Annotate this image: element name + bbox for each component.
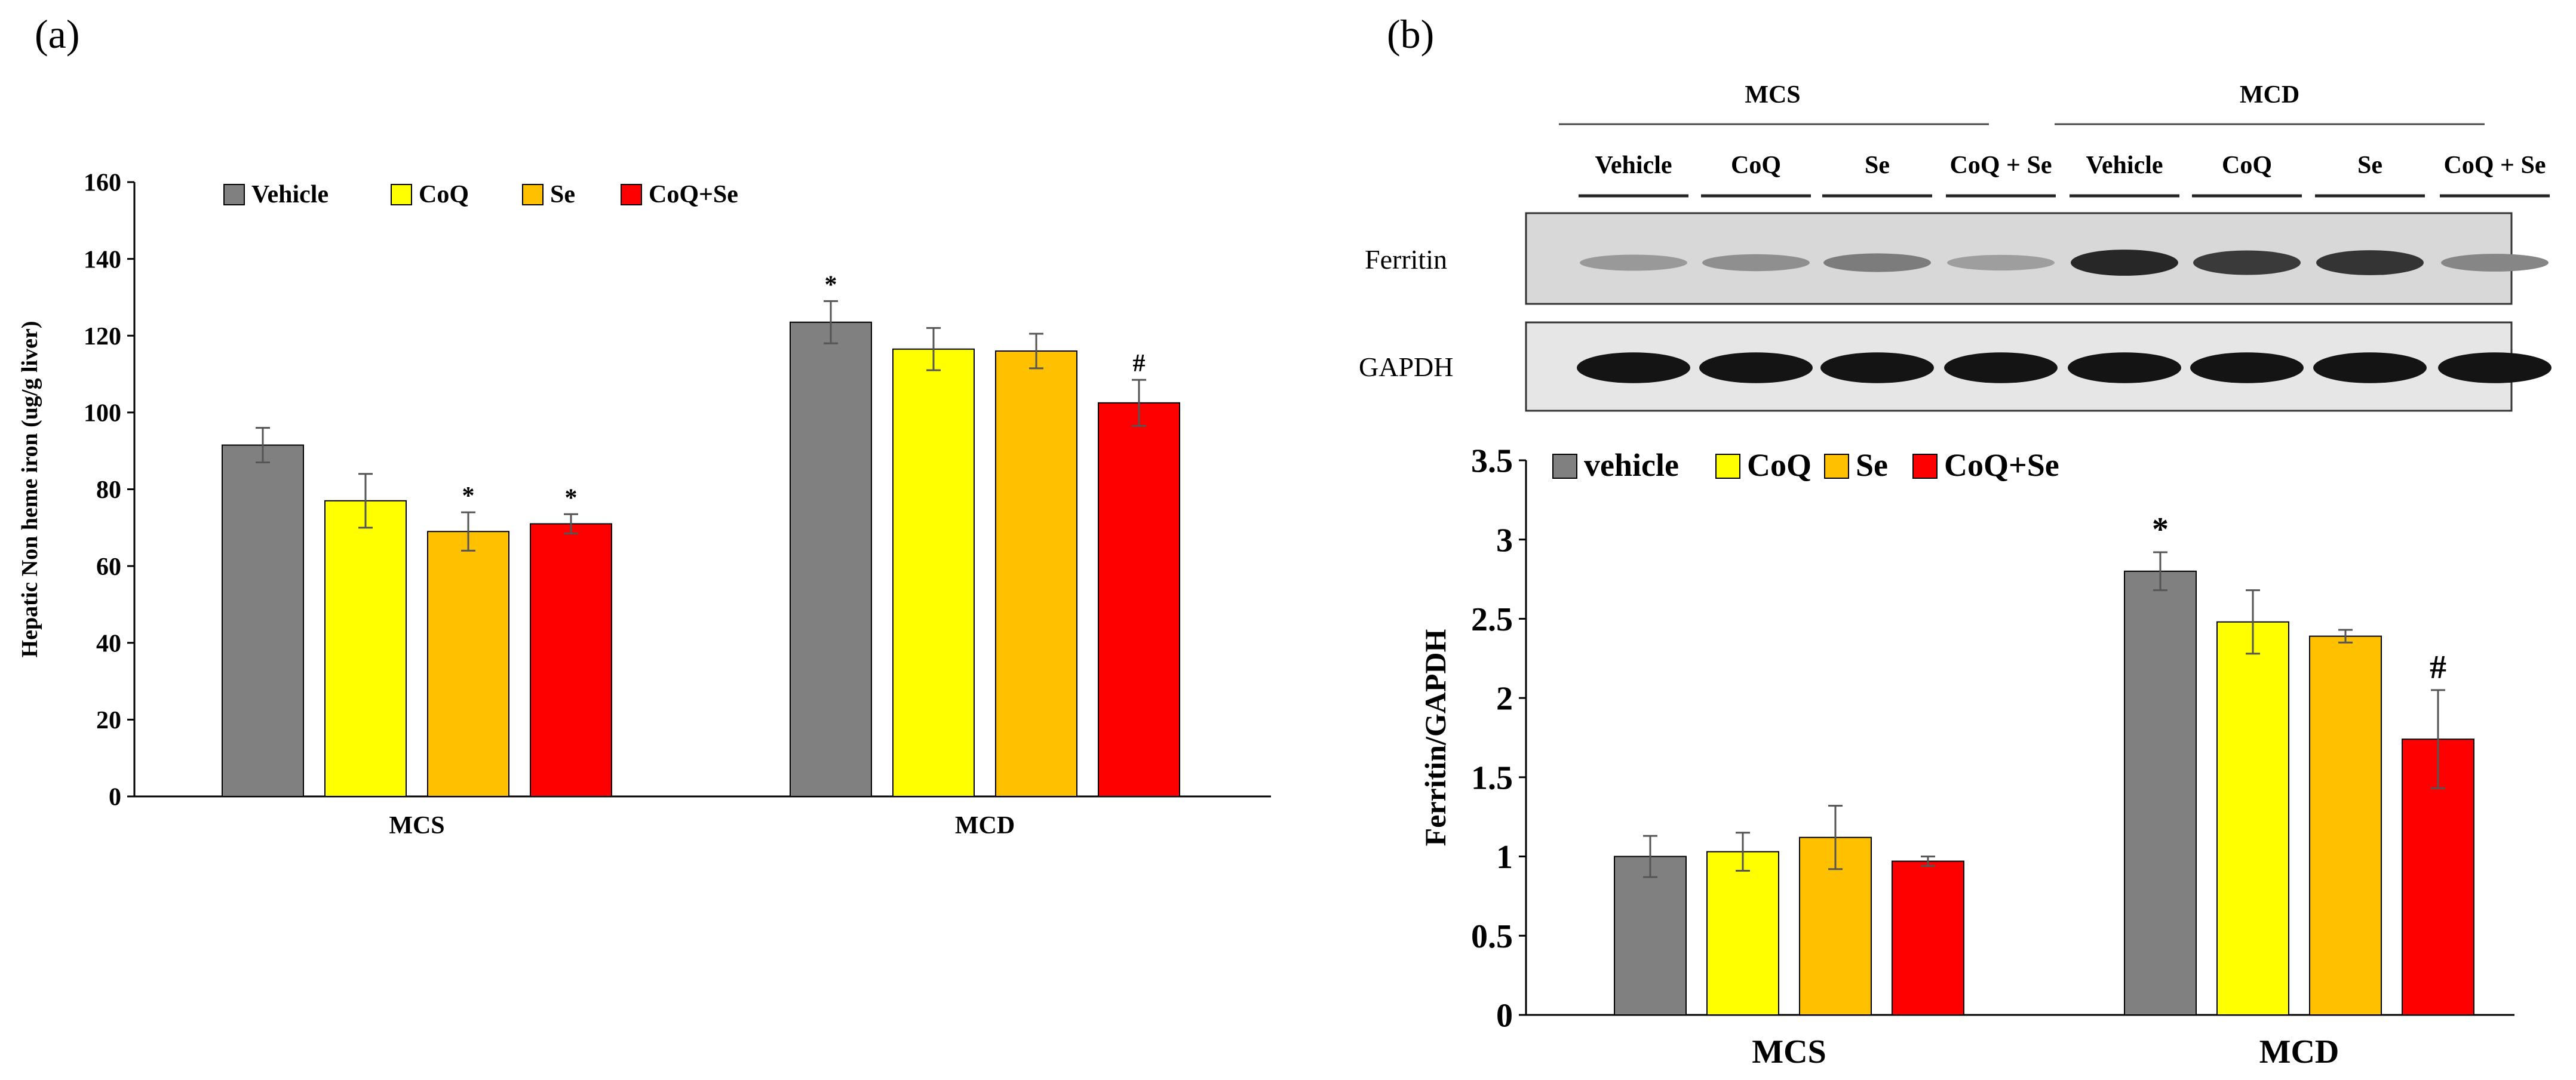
- bar-mcs-coq: [1706, 851, 1779, 1016]
- y-tick-label: 3.5: [1471, 443, 1513, 480]
- chart-b: 0 0.5 1 1.5 2 2.5 3 3.5 Ferritin/GAPDH MCS * # MCD ve…: [1419, 443, 2514, 1070]
- gapdh-band: [2313, 352, 2427, 383]
- western-blot: MCS MCD Vehicle CoQ Se CoQ + Se Vehicle CoQ Se…: [1359, 81, 2552, 412]
- legend-label-se: Se: [550, 181, 575, 208]
- panel-b-label: (b): [1387, 11, 1434, 57]
- legend-swatch: [1912, 454, 1938, 479]
- blot-lane-labels: Vehicle CoQ Se CoQ + Se Vehicle CoQ Se CoQ + Se: [1595, 152, 2546, 179]
- blot-lane-label: Vehicle: [2086, 152, 2163, 179]
- y-tick-label: 100: [84, 400, 121, 427]
- bar-mcd-coq-se: [1098, 402, 1180, 797]
- legend-label-coq: CoQ: [419, 181, 469, 208]
- ferritin-band: [2071, 250, 2178, 276]
- blot-lane-label: Vehicle: [1595, 152, 1672, 179]
- ferritin-band: [2193, 250, 2301, 275]
- blot-group-label-mcs: MCS: [1745, 81, 1800, 109]
- x-category-label-mcd: MCD: [2259, 1033, 2339, 1070]
- ferritin-band: [1580, 254, 1687, 271]
- bar-mcs-coq-se: [530, 523, 612, 797]
- ferritin-band: [1702, 254, 1810, 272]
- significance-marker: *: [462, 482, 475, 510]
- y-tick-label: 20: [96, 707, 121, 734]
- blot-lane-label: CoQ: [2222, 152, 2272, 179]
- legend-label-se: Se: [1856, 447, 1888, 483]
- legend-swatch: [1715, 454, 1740, 479]
- legend-label-vehicle: vehicle: [1584, 447, 1679, 483]
- legend-label-coq-se: CoQ+Se: [1944, 447, 2059, 483]
- y-axis-title: Hepatic Non heme iron (ug/g liver): [17, 321, 42, 658]
- blot-row-label-ferritin: Ferritin: [1365, 244, 1447, 275]
- bar-mcd-coq: [892, 348, 975, 797]
- gapdh-band: [1944, 352, 2058, 383]
- y-tick-label: 120: [84, 323, 121, 350]
- y-tick-label: 1: [1496, 839, 1513, 876]
- x-category-label-mcs: MCS: [1752, 1033, 1826, 1070]
- ferritin-band: [2441, 254, 2549, 272]
- bar-mcs-coq-se: [1892, 860, 1964, 1016]
- y-tick-label: 0: [109, 784, 121, 811]
- gapdh-band: [2438, 352, 2552, 383]
- gapdh-bands: [1577, 352, 2552, 383]
- legend-label-coq-se: CoQ+Se: [649, 181, 738, 208]
- gapdh-band: [1699, 352, 1813, 383]
- bar-mcs-coq: [324, 500, 407, 797]
- y-tick-label: 2: [1496, 681, 1513, 718]
- bar-mcs-se: [427, 531, 509, 798]
- blot-lane-label: CoQ + Se: [1950, 152, 2052, 179]
- x-category-label-mcd: MCD: [955, 812, 1015, 839]
- blot-lane-label: CoQ + Se: [2444, 152, 2546, 179]
- y-tick-label: 140: [84, 246, 121, 273]
- legend-swatch: [391, 184, 412, 205]
- legend-swatch: [223, 184, 245, 205]
- y-tick-label: 60: [96, 553, 121, 581]
- legend-swatch: [522, 184, 544, 205]
- blot-lane-label: Se: [2357, 152, 2382, 179]
- gapdh-band: [2190, 352, 2304, 383]
- blot-lane-label: CoQ: [1731, 152, 1781, 179]
- gapdh-band: [1820, 352, 1934, 383]
- y-tick-label: 0: [1496, 998, 1513, 1035]
- bar-mcd-se: [995, 350, 1077, 797]
- ferritin-bands: [1580, 250, 2549, 276]
- significance-marker: #: [2430, 649, 2446, 686]
- y-tick-label: 40: [96, 630, 121, 657]
- x-category-label-mcs: MCS: [389, 812, 444, 839]
- significance-marker: *: [825, 271, 837, 299]
- gapdh-band: [2068, 352, 2181, 383]
- significance-marker: *: [565, 484, 578, 512]
- bar-mcd-vehicle: [790, 321, 872, 797]
- legend-swatch: [1824, 454, 1849, 479]
- ferritin-band: [1947, 254, 2055, 271]
- chart-a: 0 20 40 60 80 100 120 140 160 Hepatic Non heme ir…: [17, 170, 1271, 839]
- ferritin-band: [1823, 253, 1931, 272]
- significance-marker: #: [1133, 350, 1146, 377]
- y-tick-label: 1.5: [1471, 759, 1513, 796]
- ferritin-band: [2316, 250, 2424, 275]
- bar-mcd-coq: [2216, 621, 2289, 1016]
- y-tick-label: 0.5: [1471, 918, 1513, 955]
- blot-lane-label: Se: [1865, 152, 1890, 179]
- bar-mcs-vehicle: [222, 444, 304, 797]
- legend-label-coq: CoQ: [1747, 447, 1812, 483]
- y-axis-title: Ferritin/GAPDH: [1419, 629, 1452, 846]
- legend-swatch: [621, 184, 642, 205]
- gapdh-band: [1577, 352, 1690, 383]
- panel-a-label: (a): [35, 11, 79, 57]
- y-tick-label: 80: [96, 476, 121, 504]
- legend-swatch: [1552, 454, 1577, 479]
- blot-row-label-gapdh: GAPDH: [1359, 352, 1453, 382]
- blot-group-label-mcd: MCD: [2240, 81, 2299, 109]
- bar-mcs-vehicle: [1614, 856, 1687, 1016]
- significance-marker: *: [2152, 511, 2169, 548]
- y-tick-label: 3: [1496, 522, 1513, 559]
- bar-mcd-se: [2309, 635, 2382, 1016]
- legend-label-vehicle: Vehicle: [251, 181, 328, 208]
- y-tick-label: 160: [84, 170, 121, 197]
- bar-mcd-vehicle: [2124, 570, 2197, 1016]
- y-tick-label: 2.5: [1471, 601, 1513, 638]
